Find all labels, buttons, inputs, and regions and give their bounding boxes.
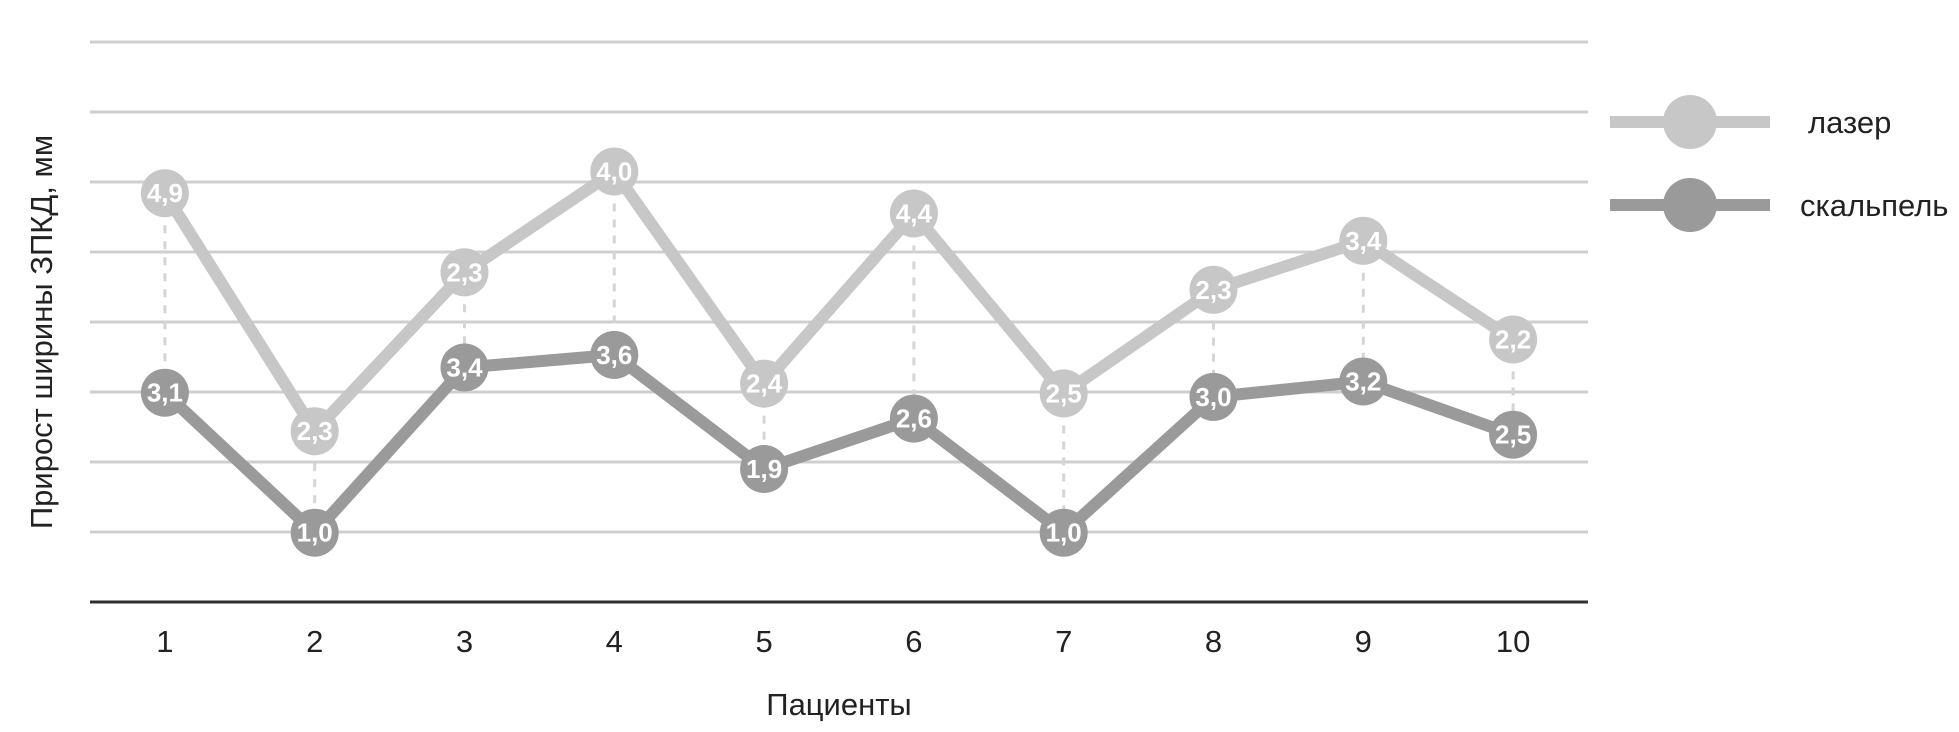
data-label-scalpel: 1,0	[1046, 518, 1082, 548]
series-line-scalpel	[158, 348, 1520, 539]
x-tick-label: 1	[156, 624, 173, 659]
data-point-scalpel	[889, 394, 938, 443]
data-point-laser	[1039, 369, 1088, 418]
x-tick-label: 10	[1496, 624, 1530, 659]
data-point-scalpel	[440, 343, 489, 392]
data-label-scalpel: 2,5	[1495, 420, 1531, 450]
x-tick-label: 2	[306, 624, 323, 659]
data-point-scalpel	[290, 508, 339, 557]
data-point-laser	[590, 147, 639, 196]
x-tick-labels: 1 2 3 4 5 6 7 8 9 10	[156, 624, 1530, 659]
x-tick-label: 9	[1355, 624, 1372, 659]
data-label-scalpel: 3,6	[596, 340, 632, 370]
data-point-scalpel	[740, 445, 789, 493]
legend-label-scalpel: скальпель	[1800, 188, 1948, 223]
data-label-scalpel: 3,4	[446, 353, 483, 383]
data-point-scalpel	[1189, 372, 1238, 421]
data-label-scalpel: 1,9	[746, 454, 782, 484]
legend-marker-scalpel	[1663, 178, 1717, 232]
data-label-laser: 4,4	[896, 199, 933, 229]
data-point-laser	[290, 407, 339, 456]
data-point-laser	[1339, 216, 1388, 265]
legend-item-laser: лазер	[1610, 95, 1891, 149]
data-label-laser: 2,5	[1046, 378, 1082, 408]
data-point-scalpel	[1489, 410, 1538, 459]
data-label-laser: 2,3	[297, 416, 333, 446]
legend: лазер скальпель	[1610, 95, 1948, 232]
data-label-laser: 2,3	[1195, 275, 1231, 305]
data-label-laser: 4,0	[596, 157, 632, 187]
data-point-laser	[889, 189, 938, 238]
x-tick-label: 5	[755, 624, 772, 659]
data-label-scalpel: 2,6	[896, 404, 932, 434]
data-point-laser	[740, 359, 789, 408]
data-point-laser	[140, 169, 189, 218]
data-label-scalpel: 3,0	[1195, 382, 1231, 412]
data-point-laser	[1489, 315, 1538, 364]
x-tick-label: 7	[1055, 624, 1072, 659]
data-label-scalpel: 3,1	[147, 378, 183, 408]
x-tick-label: 3	[456, 624, 473, 659]
data-point-laser	[440, 248, 489, 297]
data-point-scalpel	[1039, 508, 1088, 557]
legend-item-scalpel: скальпель	[1610, 178, 1948, 232]
data-label-laser: 4,9	[147, 178, 183, 208]
data-point-scalpel	[140, 368, 189, 417]
data-label-laser: 2,3	[446, 257, 482, 287]
y-axis-title: Прирост ширины ЗПКД, мм	[24, 135, 59, 529]
data-label-laser: 3,4	[1345, 226, 1382, 256]
grid-lines	[90, 40, 1588, 534]
data-label-laser: 2,4	[746, 369, 783, 399]
data-point-laser	[1189, 265, 1238, 314]
legend-label-laser: лазер	[1808, 105, 1891, 140]
legend-marker-laser	[1663, 95, 1717, 149]
series-layer: 3,1 1,0 3,4 3,6 1,9 2,6 1,0 3,0 3,2 2,5 4,9 2,3 2,3 4…	[140, 147, 1538, 557]
data-point-scalpel	[1339, 357, 1388, 406]
data-label-scalpel: 1,0	[297, 518, 333, 548]
x-axis-title: Пациенты	[766, 687, 911, 722]
x-tick-label: 4	[606, 624, 623, 659]
x-tick-label: 8	[1205, 624, 1222, 659]
series-line-laser	[158, 165, 1520, 438]
data-label-laser: 2,2	[1495, 325, 1531, 355]
data-label-scalpel: 3,2	[1345, 367, 1381, 397]
data-point-scalpel	[590, 330, 639, 379]
x-tick-label: 6	[905, 624, 922, 659]
